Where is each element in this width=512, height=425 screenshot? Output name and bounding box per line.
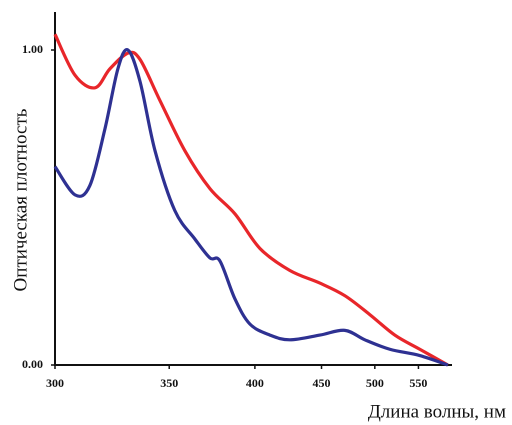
y-axis-label: Оптическая плотность	[10, 108, 31, 291]
y-tick-label: 1.00	[22, 42, 43, 56]
x-tick-label: 500	[366, 376, 384, 390]
x-tick-label: 300	[46, 376, 64, 390]
x-tick-label: 450	[313, 376, 331, 390]
series-line	[53, 48, 449, 367]
x-tick-label: 400	[246, 376, 264, 390]
series-line	[53, 33, 449, 367]
y-tick-label: 0.00	[22, 357, 43, 371]
x-tick-label: 550	[409, 376, 427, 390]
x-tick-label: 350	[160, 376, 178, 390]
x-axis-label: Длина волны, нм	[368, 401, 506, 422]
